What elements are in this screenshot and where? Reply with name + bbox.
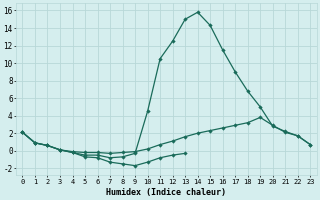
X-axis label: Humidex (Indice chaleur): Humidex (Indice chaleur) (106, 188, 226, 197)
